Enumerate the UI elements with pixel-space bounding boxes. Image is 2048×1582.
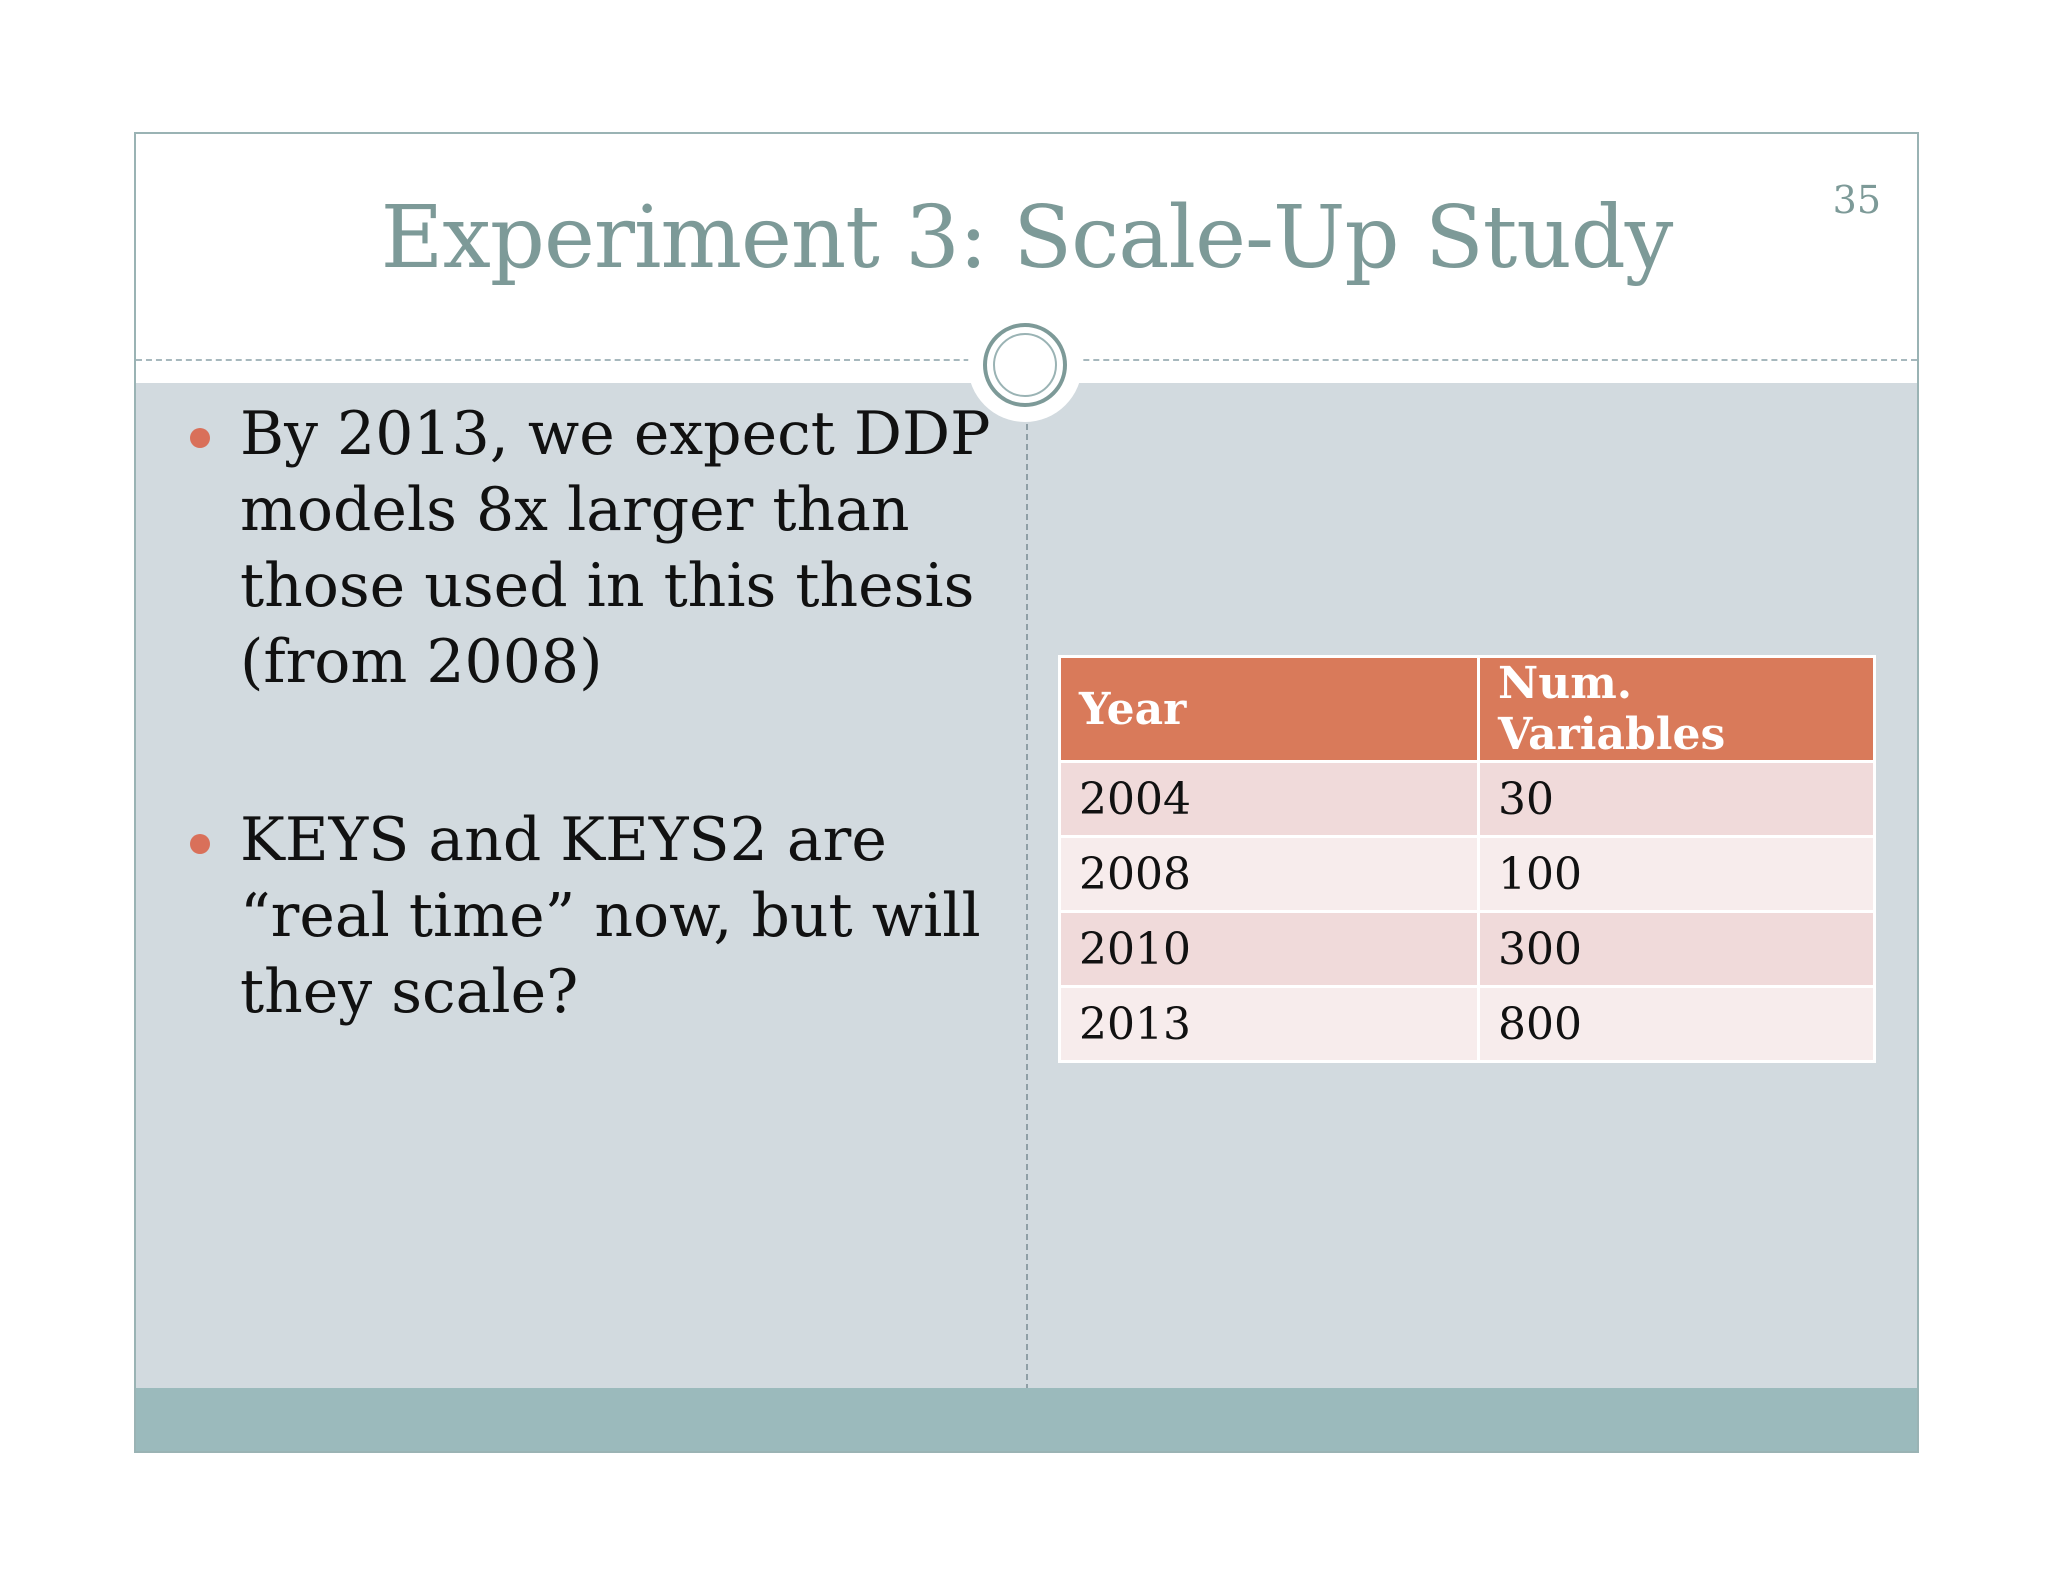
title-ornament-circle-icon	[968, 308, 1082, 422]
table-row: 2013 800	[1058, 985, 1876, 1063]
column-header-year: Year	[1058, 655, 1480, 763]
slide-title: Experiment 3: Scale-Up Study	[380, 188, 1674, 288]
table-cell-variables: 100	[1477, 835, 1876, 913]
table-row: 2008 100	[1058, 835, 1876, 913]
bullet-list: By 2013, we expect DDP models 8x larger …	[180, 396, 1000, 1132]
table-cell-variables: 800	[1477, 985, 1876, 1063]
bullet-item: KEYS and KEYS2 are “real time” now, but …	[180, 802, 1000, 1030]
page-number: 35	[1832, 178, 1881, 222]
slide: Experiment 3: Scale-Up Study 35 By 2013,…	[134, 132, 1919, 1453]
table-cell-year: 2008	[1058, 835, 1480, 913]
table-cell-year: 2010	[1058, 910, 1480, 988]
bullet-dot-icon	[190, 834, 210, 854]
table-cell-year: 2013	[1058, 985, 1480, 1063]
table-cell-year: 2004	[1058, 760, 1480, 838]
variables-table: Year Num. Variables 2004 30 2008 100 201…	[1058, 655, 1876, 1063]
bullet-text: By 2013, we expect DDP models 8x larger …	[240, 399, 991, 697]
table-cell-variables: 300	[1477, 910, 1876, 988]
table-cell-variables: 30	[1477, 760, 1876, 838]
column-divider	[1026, 424, 1028, 1390]
bullet-dot-icon	[190, 428, 210, 448]
bullet-item: By 2013, we expect DDP models 8x larger …	[180, 396, 1000, 700]
table-row: 2004 30	[1058, 760, 1876, 838]
table-header-row: Year Num. Variables	[1058, 655, 1876, 763]
footer-band	[136, 1388, 1917, 1451]
table-row: 2010 300	[1058, 910, 1876, 988]
column-header-num-variables: Num. Variables	[1477, 655, 1876, 763]
bullet-text: KEYS and KEYS2 are “real time” now, but …	[240, 805, 981, 1027]
